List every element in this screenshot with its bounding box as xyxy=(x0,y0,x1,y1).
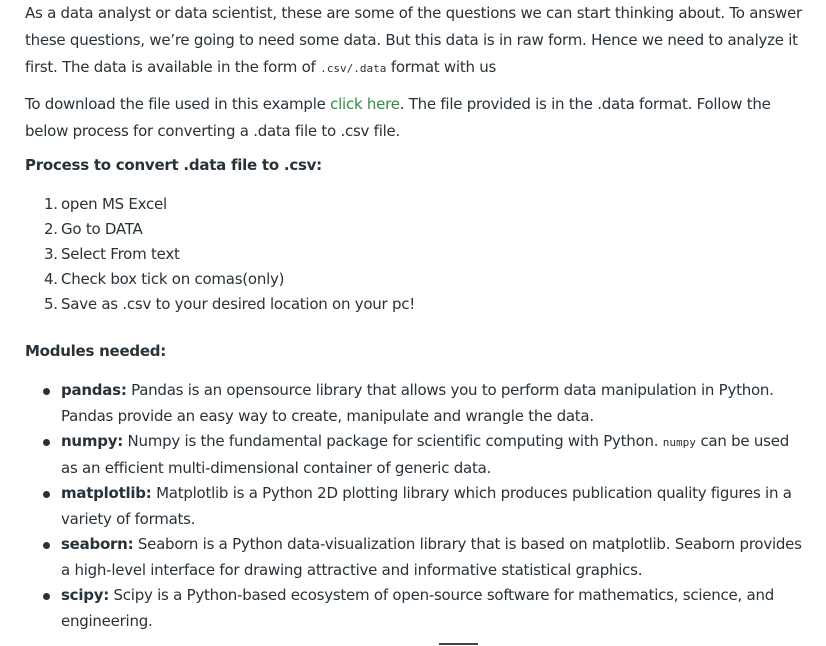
process-steps-list: 1. open MS Excel 2. Go to DATA 3. Select Fr… xyxy=(25,192,785,317)
step-number: 2. xyxy=(44,220,58,238)
bullet-icon xyxy=(43,491,50,498)
modules-heading: Modules needed: xyxy=(25,342,167,360)
step-text: open MS Excel xyxy=(61,195,167,213)
step-text: Check box tick on comas(only) xyxy=(61,270,285,288)
intro-paragraph: As a data analyst or data scientist, the… xyxy=(25,0,805,82)
list-item: 2. Go to DATA xyxy=(25,217,785,242)
intro-text-2: format with us xyxy=(386,58,497,76)
list-item: 4. Check box tick on comas(only) xyxy=(25,267,785,292)
step-text: Select From text xyxy=(61,245,180,263)
bullet-icon xyxy=(43,593,50,600)
module-description: Pandas is an opensource library that all… xyxy=(61,381,774,425)
module-name: seaborn: xyxy=(61,535,134,553)
intro-code: .csv/.data xyxy=(320,62,387,75)
bullet-icon xyxy=(43,439,50,446)
download-text-after: . The file provided is in the .data form… xyxy=(25,95,771,140)
list-item: seaborn: Seaborn is a Python data-visual… xyxy=(25,532,805,583)
bullet-icon xyxy=(43,388,50,395)
bullet-icon xyxy=(43,542,50,549)
module-description: Seaborn is a Python data-visualization l… xyxy=(61,535,802,579)
list-item: numpy: Numpy is the fundamental package … xyxy=(25,429,805,481)
step-text: Save as .csv to your desired location on… xyxy=(61,295,416,313)
download-text-before: To download the file used in this exampl… xyxy=(25,95,331,113)
intro-text-1: As a data analyst or data scientist, the… xyxy=(25,4,802,76)
module-description: Matplotlib is a Python 2D plotting libra… xyxy=(61,484,792,528)
download-paragraph: To download the file used in this exampl… xyxy=(25,91,805,145)
click-here-link[interactable]: click here xyxy=(330,95,400,113)
list-item: 5. Save as .csv to your desired location … xyxy=(25,292,785,317)
module-name: matplotlib: xyxy=(61,484,152,502)
module-name: pandas: xyxy=(61,381,127,399)
module-description: Numpy is the fundamental package for sci… xyxy=(123,432,663,450)
module-name: scipy: xyxy=(61,586,109,604)
step-number: 5. xyxy=(44,295,58,313)
list-item: scipy: Scipy is a Python-based ecosystem… xyxy=(25,583,805,634)
list-item: pandas: Pandas is an opensource library … xyxy=(25,378,805,429)
divider xyxy=(439,643,478,645)
step-number: 3. xyxy=(44,245,58,263)
process-heading: Process to convert .data file to .csv: xyxy=(25,156,322,174)
step-text: Go to DATA xyxy=(61,220,143,238)
module-description: Scipy is a Python-based ecosystem of ope… xyxy=(61,586,774,630)
module-description-cont: can be used as an efficient multi-dimens… xyxy=(61,432,789,477)
step-number: 1. xyxy=(44,195,58,213)
list-item: matplotlib: Matplotlib is a Python 2D pl… xyxy=(25,481,805,532)
list-item: 1. open MS Excel xyxy=(25,192,785,217)
modules-list: pandas: Pandas is an opensource library … xyxy=(25,378,805,634)
module-name: numpy: xyxy=(61,432,124,450)
step-number: 4. xyxy=(44,270,58,288)
module-code: numpy xyxy=(662,436,696,449)
list-item: 3. Select From text xyxy=(25,242,785,267)
